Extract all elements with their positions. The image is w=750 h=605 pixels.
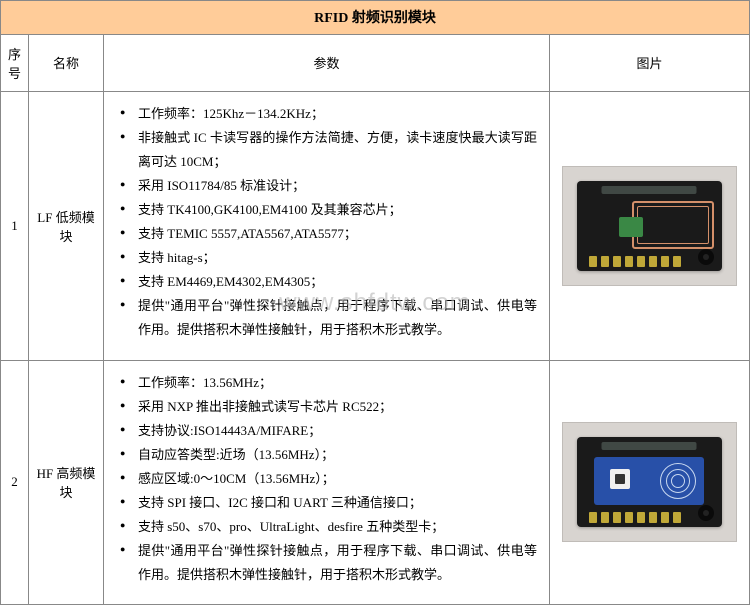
pcb-board bbox=[577, 181, 722, 271]
param-item: 感应区域:0～10CM（13.56MHz）； bbox=[116, 467, 537, 491]
param-item: 工作频率：125Khz－134.2KHz； bbox=[116, 102, 537, 126]
rfid-module-table: RFID 射频识别模块 序号 名称 参数 图片 1 LF 低频模块 工作频率：1… bbox=[0, 0, 750, 605]
pins-icon bbox=[589, 512, 681, 523]
param-item: 提供"通用平台"弹性探针接触点，用于程序下载、串口调试、供电等作用。提供搭积木弹… bbox=[116, 539, 537, 587]
param-item: 支持 TEMIC 5557,ATA5567,ATA5577； bbox=[116, 222, 537, 246]
param-item: 支持协议:ISO14443A/MIFARE； bbox=[116, 419, 537, 443]
param-item: 非接触式 IC 卡读写器的操作方法简捷、方便，读卡速度快最大读写距离可达 10C… bbox=[116, 126, 537, 174]
pcb-board bbox=[577, 437, 722, 527]
param-item: 支持 EM4469,EM4302,EM4305； bbox=[116, 270, 537, 294]
pcb-label bbox=[602, 186, 697, 194]
row-image bbox=[549, 91, 749, 360]
param-item: 采用 NXP 推出非接触式读写卡芯片 RC522； bbox=[116, 395, 537, 419]
param-item: 支持 s50、s70、pro、UltraLight、desfire 五种类型卡； bbox=[116, 515, 537, 539]
header-params: 参数 bbox=[104, 34, 550, 91]
lf-antenna-icon bbox=[632, 201, 714, 249]
hf-chip-icon bbox=[610, 469, 630, 489]
lf-chip-icon bbox=[619, 217, 643, 237]
param-item: 支持 TK4100,GK4100,EM4100 及其兼容芯片； bbox=[116, 198, 537, 222]
row-params: 工作频率：125Khz－134.2KHz； 非接触式 IC 卡读写器的操作方法简… bbox=[104, 91, 550, 360]
param-item: 工作频率：13.56MHz； bbox=[116, 371, 537, 395]
lf-module-image bbox=[562, 166, 737, 286]
header-name: 名称 bbox=[29, 34, 104, 91]
table-row: 1 LF 低频模块 工作频率：125Khz－134.2KHz； 非接触式 IC … bbox=[1, 91, 750, 360]
row-params: 工作频率：13.56MHz； 采用 NXP 推出非接触式读写卡芯片 RC522；… bbox=[104, 360, 550, 604]
table-title: RFID 射频识别模块 bbox=[1, 1, 750, 35]
header-image: 图片 bbox=[549, 34, 749, 91]
hf-board-icon bbox=[594, 457, 704, 505]
row-name: LF 低频模块 bbox=[29, 91, 104, 360]
params-list: 工作频率：13.56MHz； 采用 NXP 推出非接触式读写卡芯片 RC522；… bbox=[116, 371, 537, 587]
table-row: 2 HF 高频模块 工作频率：13.56MHz； 采用 NXP 推出非接触式读写… bbox=[1, 360, 750, 604]
buzzer-icon bbox=[698, 249, 714, 265]
param-item: 支持 SPI 接口、I2C 接口和 UART 三种通信接口； bbox=[116, 491, 537, 515]
params-list: 工作频率：125Khz－134.2KHz； 非接触式 IC 卡读写器的操作方法简… bbox=[116, 102, 537, 342]
pcb-label bbox=[602, 442, 697, 450]
title-row: RFID 射频识别模块 bbox=[1, 1, 750, 35]
hf-module-image bbox=[562, 422, 737, 542]
row-num: 1 bbox=[1, 91, 29, 360]
buzzer-icon bbox=[698, 505, 714, 521]
param-item: 自动应答类型:近场（13.56MHz）； bbox=[116, 443, 537, 467]
header-row: 序号 名称 参数 图片 bbox=[1, 34, 750, 91]
param-item: 提供"通用平台"弹性探针接触点，用于程序下载、串口调试、供电等作用。提供搭积木弹… bbox=[116, 294, 537, 342]
row-num: 2 bbox=[1, 360, 29, 604]
param-item: 支持 hitag-s； bbox=[116, 246, 537, 270]
param-item: 采用 ISO11784/85 标准设计； bbox=[116, 174, 537, 198]
pins-icon bbox=[589, 256, 681, 267]
row-name: HF 高频模块 bbox=[29, 360, 104, 604]
row-image bbox=[549, 360, 749, 604]
header-num: 序号 bbox=[1, 34, 29, 91]
hf-antenna-icon bbox=[660, 463, 696, 499]
